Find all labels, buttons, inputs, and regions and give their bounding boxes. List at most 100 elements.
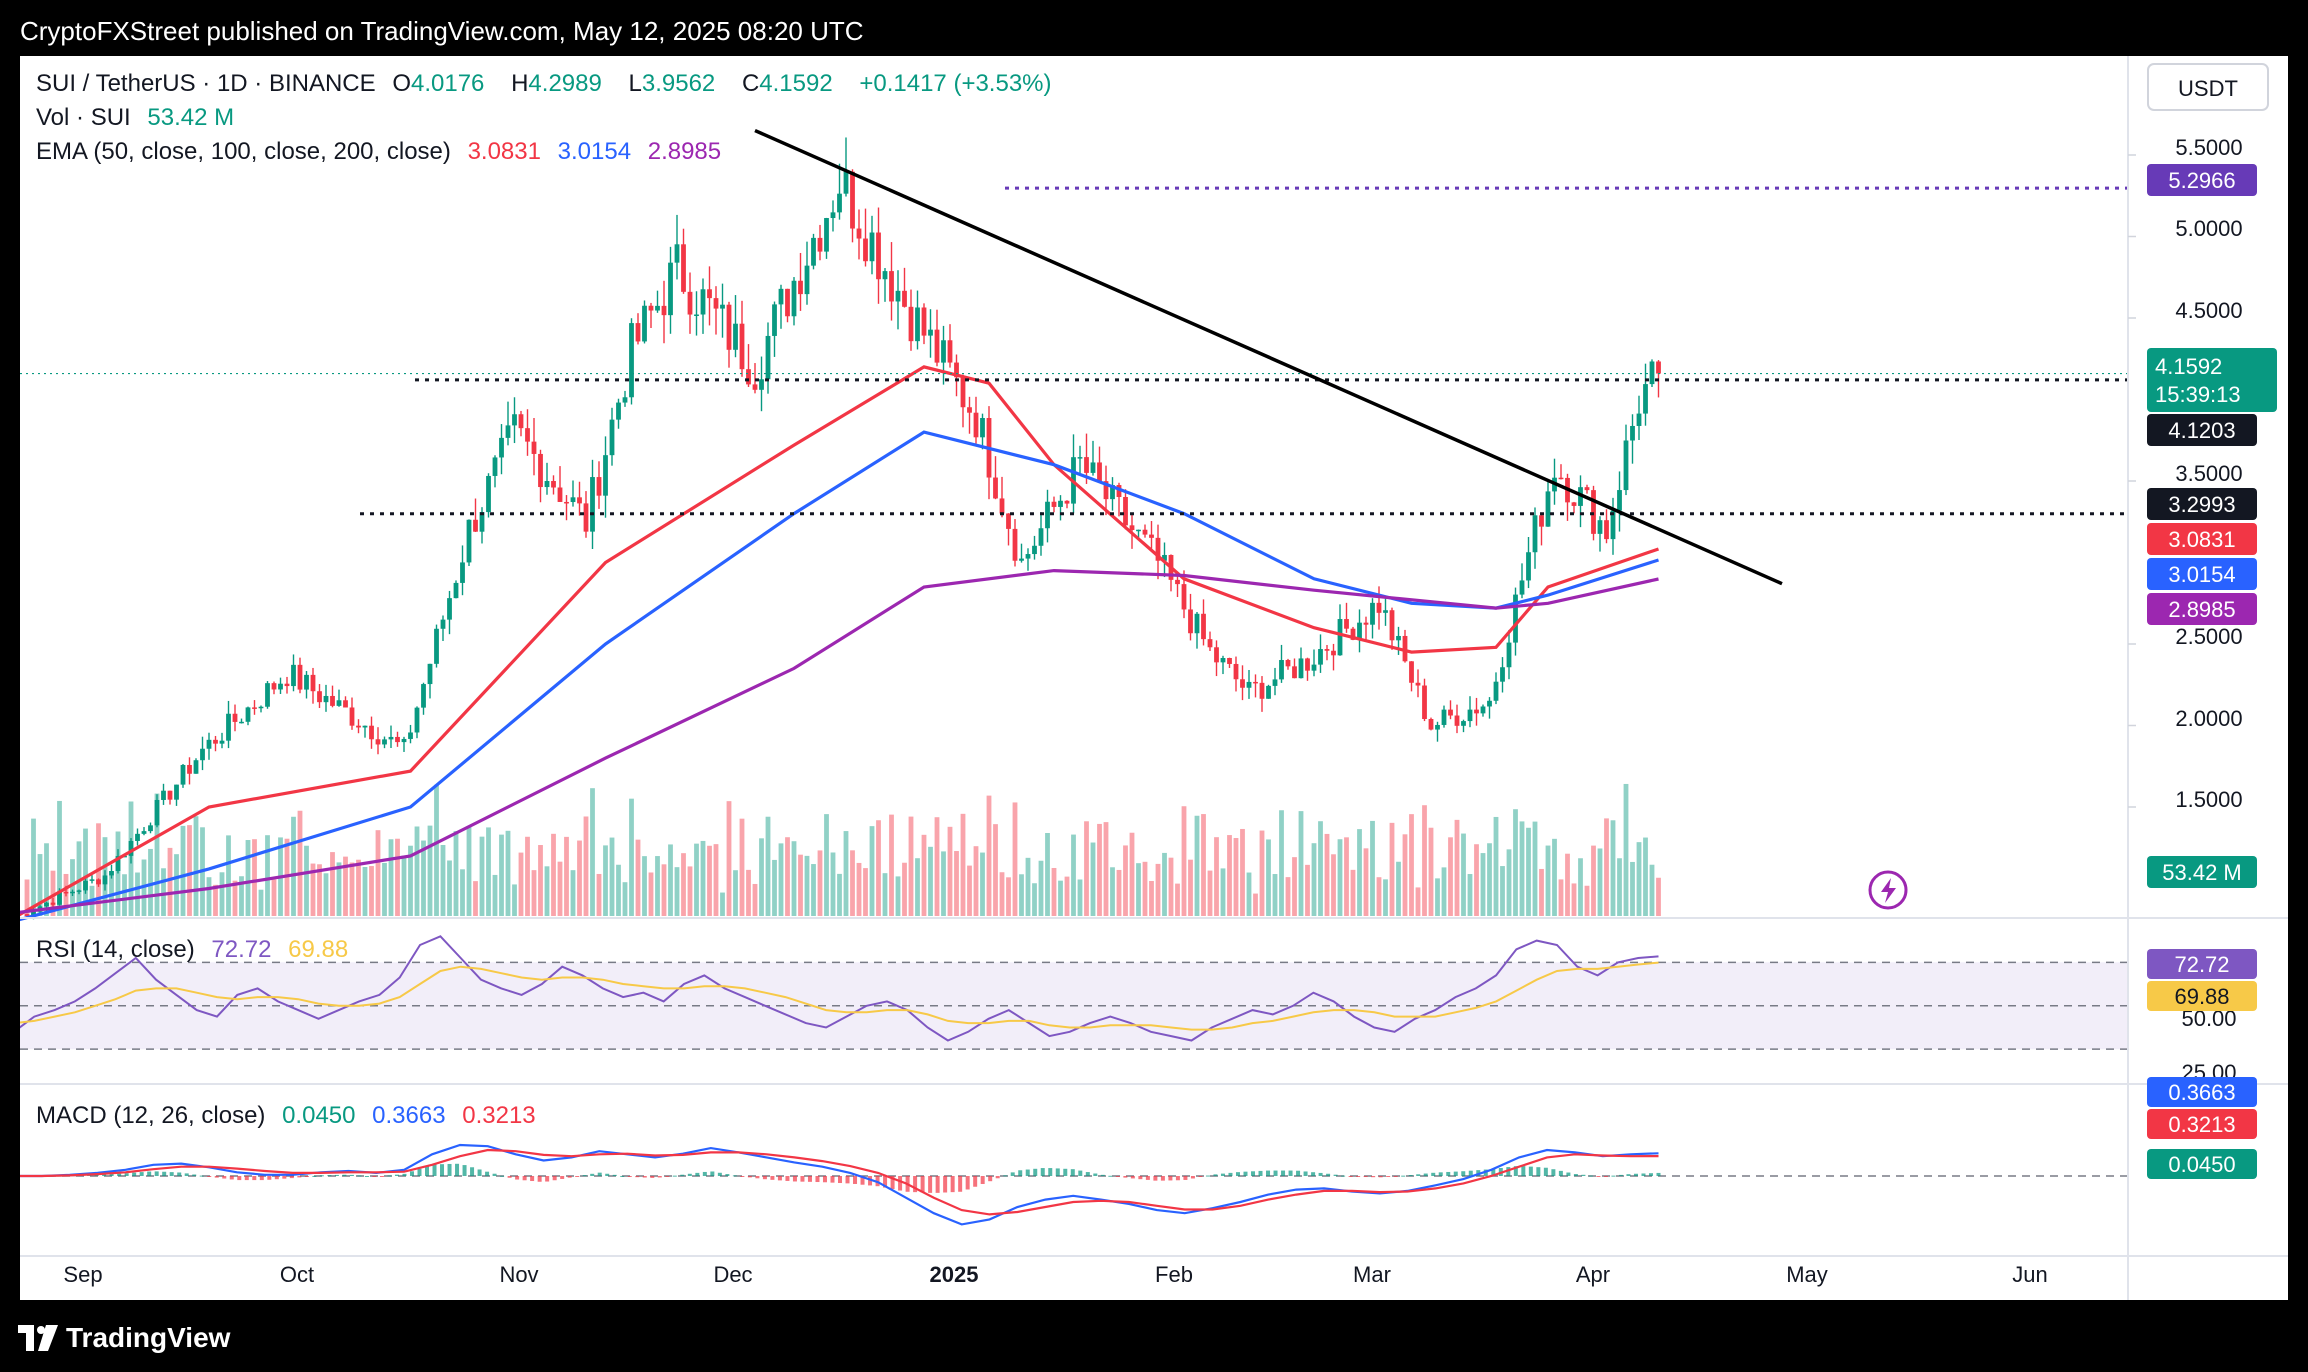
macd-histogram-bar — [1453, 1171, 1458, 1176]
price-axis[interactable] — [2128, 154, 2136, 808]
chart-panel[interactable]: Sep Oct Nov Dec 2025 Feb Mar Apr May Jun… — [12, 56, 2288, 1300]
badge-volume — [2147, 856, 2257, 888]
candle-body — [1409, 661, 1414, 683]
volume-legend[interactable]: Vol · SUI 53.42 M — [36, 104, 244, 132]
macd-histogram-bar — [777, 1176, 782, 1181]
candle-body — [1376, 602, 1382, 613]
symbol-name[interactable]: SUI / TetherUS · 1D · BINANCE — [36, 70, 376, 97]
macd-histogram-bar — [394, 1174, 399, 1176]
time-label-sep: Sep — [63, 1262, 102, 1287]
macd-legend[interactable]: MACD (12, 26, close) 0.0450 0.3663 0.321… — [36, 1102, 546, 1130]
volume-bar — [1155, 863, 1161, 916]
macd-histogram-bar — [342, 1174, 347, 1176]
publisher-header: CryptoFXStreet published on TradingView.… — [20, 16, 864, 46]
macd-histogram-bar — [747, 1176, 752, 1178]
ema-legend[interactable]: EMA (50, close, 100, close, 200, close) … — [36, 138, 731, 166]
candle-body — [830, 212, 836, 219]
macd-histogram-bar — [755, 1176, 760, 1179]
candle-body — [1279, 660, 1284, 680]
volume-bar — [304, 845, 309, 916]
volume-bar — [687, 866, 693, 916]
volume-bar — [375, 830, 381, 916]
volume-bar — [538, 845, 543, 916]
candle-body — [694, 314, 699, 317]
candle-body — [1506, 642, 1512, 668]
macd-histogram-bar — [357, 1175, 362, 1177]
volume-bar — [1565, 853, 1570, 916]
volume-bar — [1188, 859, 1193, 916]
volume-bar — [928, 846, 933, 916]
candle-body — [577, 497, 582, 504]
candle-body — [739, 323, 745, 370]
tradingview-logo[interactable]: TradingView — [18, 1322, 230, 1354]
volume-bar — [824, 814, 829, 916]
volume-bar — [1142, 861, 1148, 916]
candle-body — [291, 664, 296, 687]
candle-body — [388, 736, 394, 740]
candle-body — [128, 840, 134, 856]
ema100-value: 3.0154 — [557, 138, 632, 165]
macd-histogram-bar — [462, 1165, 467, 1176]
volume-bar — [1350, 869, 1356, 916]
candle-body — [50, 902, 56, 905]
volume-bar — [655, 856, 660, 916]
macd-histogram-bar — [642, 1176, 647, 1178]
volume-bar — [934, 817, 940, 916]
ema50-value: 3.0831 — [467, 138, 541, 165]
volume-bar — [1012, 802, 1018, 916]
volume-bar — [583, 816, 589, 916]
rsi-legend[interactable]: RSI (14, close) 72.72 69.88 — [36, 936, 358, 964]
candle-body — [1077, 457, 1083, 459]
macd-histogram-bar — [139, 1172, 144, 1176]
volume-bar — [668, 844, 673, 916]
badge-macd-text: 0.3663 — [2168, 1080, 2235, 1105]
candle-body — [967, 407, 972, 413]
badge-ema100 — [2147, 558, 2257, 590]
volume-bar — [1123, 845, 1128, 916]
horizontal-levels[interactable] — [20, 186, 2128, 516]
macd-histogram-bar — [169, 1172, 174, 1176]
candle-body — [928, 329, 933, 336]
volume-bar — [1474, 844, 1479, 916]
candle-body — [999, 498, 1005, 514]
ema-line — [13, 568, 1659, 915]
candle-body — [980, 418, 985, 438]
volume-bar — [1045, 832, 1050, 916]
candle-body — [1181, 584, 1187, 610]
candle-body — [681, 244, 686, 292]
macd-histogram-bar — [612, 1174, 617, 1176]
candle-body — [486, 475, 491, 513]
macd-histogram-bar — [237, 1176, 242, 1181]
symbol-legend[interactable]: SUI / TetherUS · 1D · BINANCE O4.0176 H4… — [36, 70, 1062, 98]
macd-histogram-bar — [214, 1176, 219, 1178]
volume-bar — [1448, 837, 1453, 916]
macd-histogram-bar — [1318, 1172, 1323, 1176]
volume-bar — [135, 872, 140, 916]
volume-bar — [499, 834, 504, 916]
volume-bar — [37, 854, 43, 916]
candle-body — [1591, 490, 1596, 534]
candle-body — [1493, 681, 1499, 701]
macd-histogram-bar — [830, 1176, 835, 1183]
macd-histogram-bar — [853, 1176, 858, 1184]
candle-body — [1623, 440, 1629, 491]
macd-histogram-bar — [545, 1176, 550, 1182]
chart-canvas[interactable]: Sep Oct Nov Dec 2025 Feb Mar Apr May Jun… — [12, 56, 2288, 1300]
volume-bar — [778, 843, 784, 916]
candle-body — [1519, 580, 1525, 595]
candle-body — [206, 739, 212, 749]
macd-histogram-bar — [627, 1176, 632, 1177]
candle-body — [1500, 667, 1505, 682]
volume-bar — [466, 825, 472, 916]
currency-selector[interactable] — [2147, 63, 2269, 111]
badge-ema50 — [2147, 523, 2257, 555]
macd-histogram-bar — [1588, 1175, 1593, 1177]
trendline[interactable] — [754, 128, 1783, 586]
volume-bar — [1136, 863, 1141, 916]
volume-bar — [869, 826, 875, 916]
volume-bar — [1422, 805, 1427, 916]
macd-histogram-bar — [1491, 1168, 1496, 1176]
candle-body — [460, 562, 465, 583]
macd-pane — [12, 1143, 2128, 1226]
volume-bar — [1519, 821, 1525, 916]
